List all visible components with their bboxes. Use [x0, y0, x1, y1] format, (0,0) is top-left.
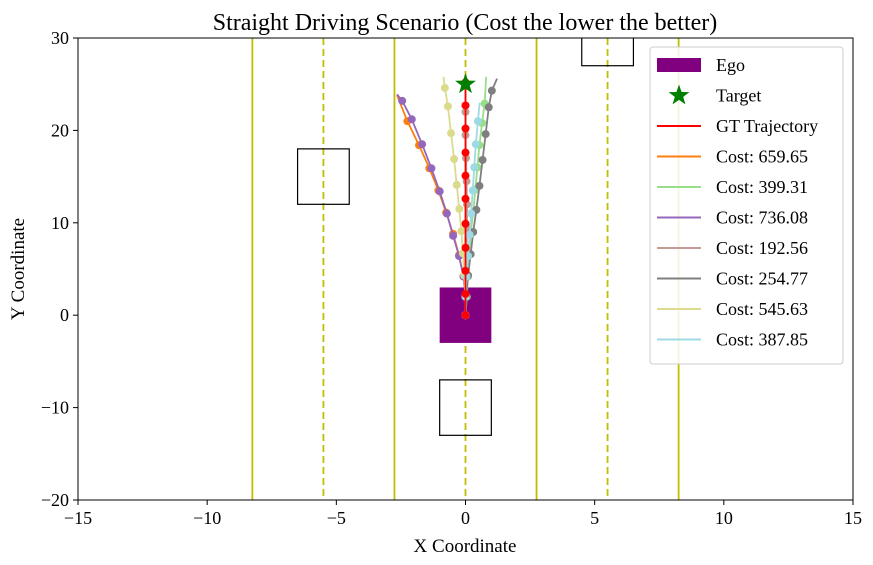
trajectory-6-point — [450, 155, 459, 164]
y-tick-label: 10 — [51, 213, 69, 233]
gt-trajectory-point — [461, 194, 470, 203]
gt-trajectory-point — [461, 171, 470, 180]
trajectory-5-point — [475, 181, 484, 190]
trajectory-3-point — [407, 115, 416, 124]
legend-swatch — [657, 58, 701, 72]
legend-item-trajectory-5: Cost: 254.77 — [657, 269, 808, 289]
gt-trajectory-point — [461, 219, 470, 228]
y-tick-label: −20 — [41, 490, 69, 510]
gt-trajectory-point — [461, 148, 470, 157]
legend-star-icon — [668, 84, 690, 105]
legend-label: Cost: 659.65 — [716, 147, 808, 167]
trajectory-7-point — [468, 186, 477, 195]
legend-item-target: Target — [668, 84, 761, 106]
trajectory-3-point — [435, 187, 444, 196]
legend-label: Cost: 192.56 — [716, 238, 808, 258]
x-axis-label: X Coordinate — [414, 536, 517, 557]
target-star-icon — [455, 73, 476, 94]
legend-item-trajectory-2: Cost: 399.31 — [657, 177, 808, 197]
x-tick-label: 0 — [461, 508, 470, 528]
y-axis-label: Y Coordinate — [8, 218, 29, 320]
legend-label: Cost: 545.63 — [716, 299, 808, 319]
y-tick-label: −10 — [41, 398, 69, 418]
x-tick-label: −10 — [193, 508, 221, 528]
gt-trajectory-point — [461, 289, 470, 298]
trajectory-6-point — [457, 227, 466, 236]
trajectory-7-point — [473, 117, 482, 126]
trajectory-6-point — [447, 129, 456, 138]
x-tick-label: 10 — [715, 508, 733, 528]
legend-item-trajectory-6: Cost: 545.63 — [657, 299, 808, 319]
trajectory-5-point — [487, 86, 496, 95]
trajectory-3-point — [398, 96, 407, 105]
trajectory-6-point — [443, 102, 452, 111]
trajectory-6-point — [440, 83, 449, 92]
gt-trajectory-point — [461, 101, 470, 110]
legend-label: Cost: 387.85 — [716, 330, 808, 350]
legend-label: Cost: 254.77 — [716, 269, 808, 289]
trajectory-6-point — [452, 180, 461, 189]
legend-label: Cost: 736.08 — [716, 208, 808, 228]
trajectory-6-point — [455, 204, 464, 213]
y-tick-label: 20 — [51, 120, 69, 140]
gt-trajectory-point — [461, 124, 470, 133]
chart-title: Straight Driving Scenario (Cost the lowe… — [213, 10, 718, 36]
y-tick-label: 30 — [51, 28, 69, 48]
trajectory-7-point — [470, 163, 479, 172]
legend-item-ego: Ego — [657, 55, 745, 75]
gt-trajectory-point — [461, 243, 470, 252]
plot-area: −15 −10 −5 0 5 10 15 −20 −10 0 10 20 30 — [41, 28, 862, 528]
gt-trajectory-point — [461, 311, 470, 320]
trajectory-7-point — [471, 140, 480, 149]
trajectory-5-point — [478, 155, 487, 164]
obstacle-box — [581, 38, 635, 67]
obstacle-box — [296, 148, 350, 205]
plot-inner — [251, 38, 680, 500]
legend-item-gt-trajectory: GT Trajectory — [657, 116, 818, 136]
legend-item-trajectory-3: Cost: 736.08 — [657, 208, 808, 228]
trajectory-5-point — [484, 103, 493, 112]
legend-label: Target — [716, 86, 761, 106]
trajectory-3-point — [418, 140, 427, 149]
trajectory-3-point — [449, 231, 458, 240]
legend-item-trajectory-7: Cost: 387.85 — [657, 330, 808, 350]
trajectory-7-point — [465, 230, 474, 239]
gt-trajectory-point — [461, 266, 470, 275]
legend-item-trajectory-1: Cost: 659.65 — [657, 147, 808, 167]
x-tick-label: 5 — [590, 508, 599, 528]
y-tick-label: 0 — [60, 305, 69, 325]
legend-label: GT Trajectory — [716, 116, 818, 136]
trajectory-5-point — [481, 130, 490, 139]
obstacle-box — [439, 379, 492, 436]
trajectory-3-point — [442, 209, 451, 218]
trajectory-3-point — [427, 164, 436, 173]
x-tick-label: −15 — [64, 508, 92, 528]
legend-label: Ego — [716, 55, 745, 75]
trajectory-7-point — [467, 209, 476, 218]
x-tick-label: 15 — [844, 508, 862, 528]
legend: Ego Target GT Trajectory Cost: 659.65 Cost: … — [649, 46, 844, 365]
x-tick-label: −5 — [327, 508, 346, 528]
legend-label: Cost: 399.31 — [716, 177, 808, 197]
legend-item-trajectory-4: Cost: 192.56 — [657, 238, 808, 258]
